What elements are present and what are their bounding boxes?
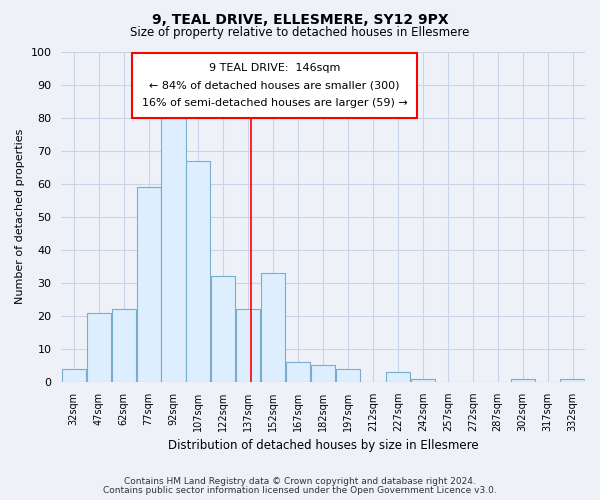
Text: 9, TEAL DRIVE, ELLESMERE, SY12 9PX: 9, TEAL DRIVE, ELLESMERE, SY12 9PX: [152, 12, 448, 26]
Text: 16% of semi-detached houses are larger (59) →: 16% of semi-detached houses are larger (…: [142, 98, 407, 108]
Bar: [261, 273, 286, 382]
Bar: [560, 378, 584, 382]
Text: 9 TEAL DRIVE:  146sqm: 9 TEAL DRIVE: 146sqm: [209, 63, 340, 73]
Bar: [62, 368, 86, 382]
Bar: [112, 309, 136, 382]
Bar: [311, 366, 335, 382]
Bar: [411, 378, 435, 382]
Bar: [386, 372, 410, 382]
Bar: [236, 309, 260, 382]
Bar: [137, 187, 161, 382]
X-axis label: Distribution of detached houses by size in Ellesmere: Distribution of detached houses by size …: [168, 440, 478, 452]
Bar: [161, 118, 185, 382]
Bar: [336, 368, 360, 382]
Text: Size of property relative to detached houses in Ellesmere: Size of property relative to detached ho…: [130, 26, 470, 39]
Text: Contains HM Land Registry data © Crown copyright and database right 2024.: Contains HM Land Registry data © Crown c…: [124, 477, 476, 486]
Text: Contains public sector information licensed under the Open Government Licence v3: Contains public sector information licen…: [103, 486, 497, 495]
Bar: [211, 276, 235, 382]
Bar: [286, 362, 310, 382]
FancyBboxPatch shape: [132, 53, 418, 118]
Bar: [86, 312, 111, 382]
Bar: [187, 160, 211, 382]
Text: ← 84% of detached houses are smaller (300): ← 84% of detached houses are smaller (30…: [149, 80, 400, 90]
Bar: [511, 378, 535, 382]
Y-axis label: Number of detached properties: Number of detached properties: [15, 129, 25, 304]
